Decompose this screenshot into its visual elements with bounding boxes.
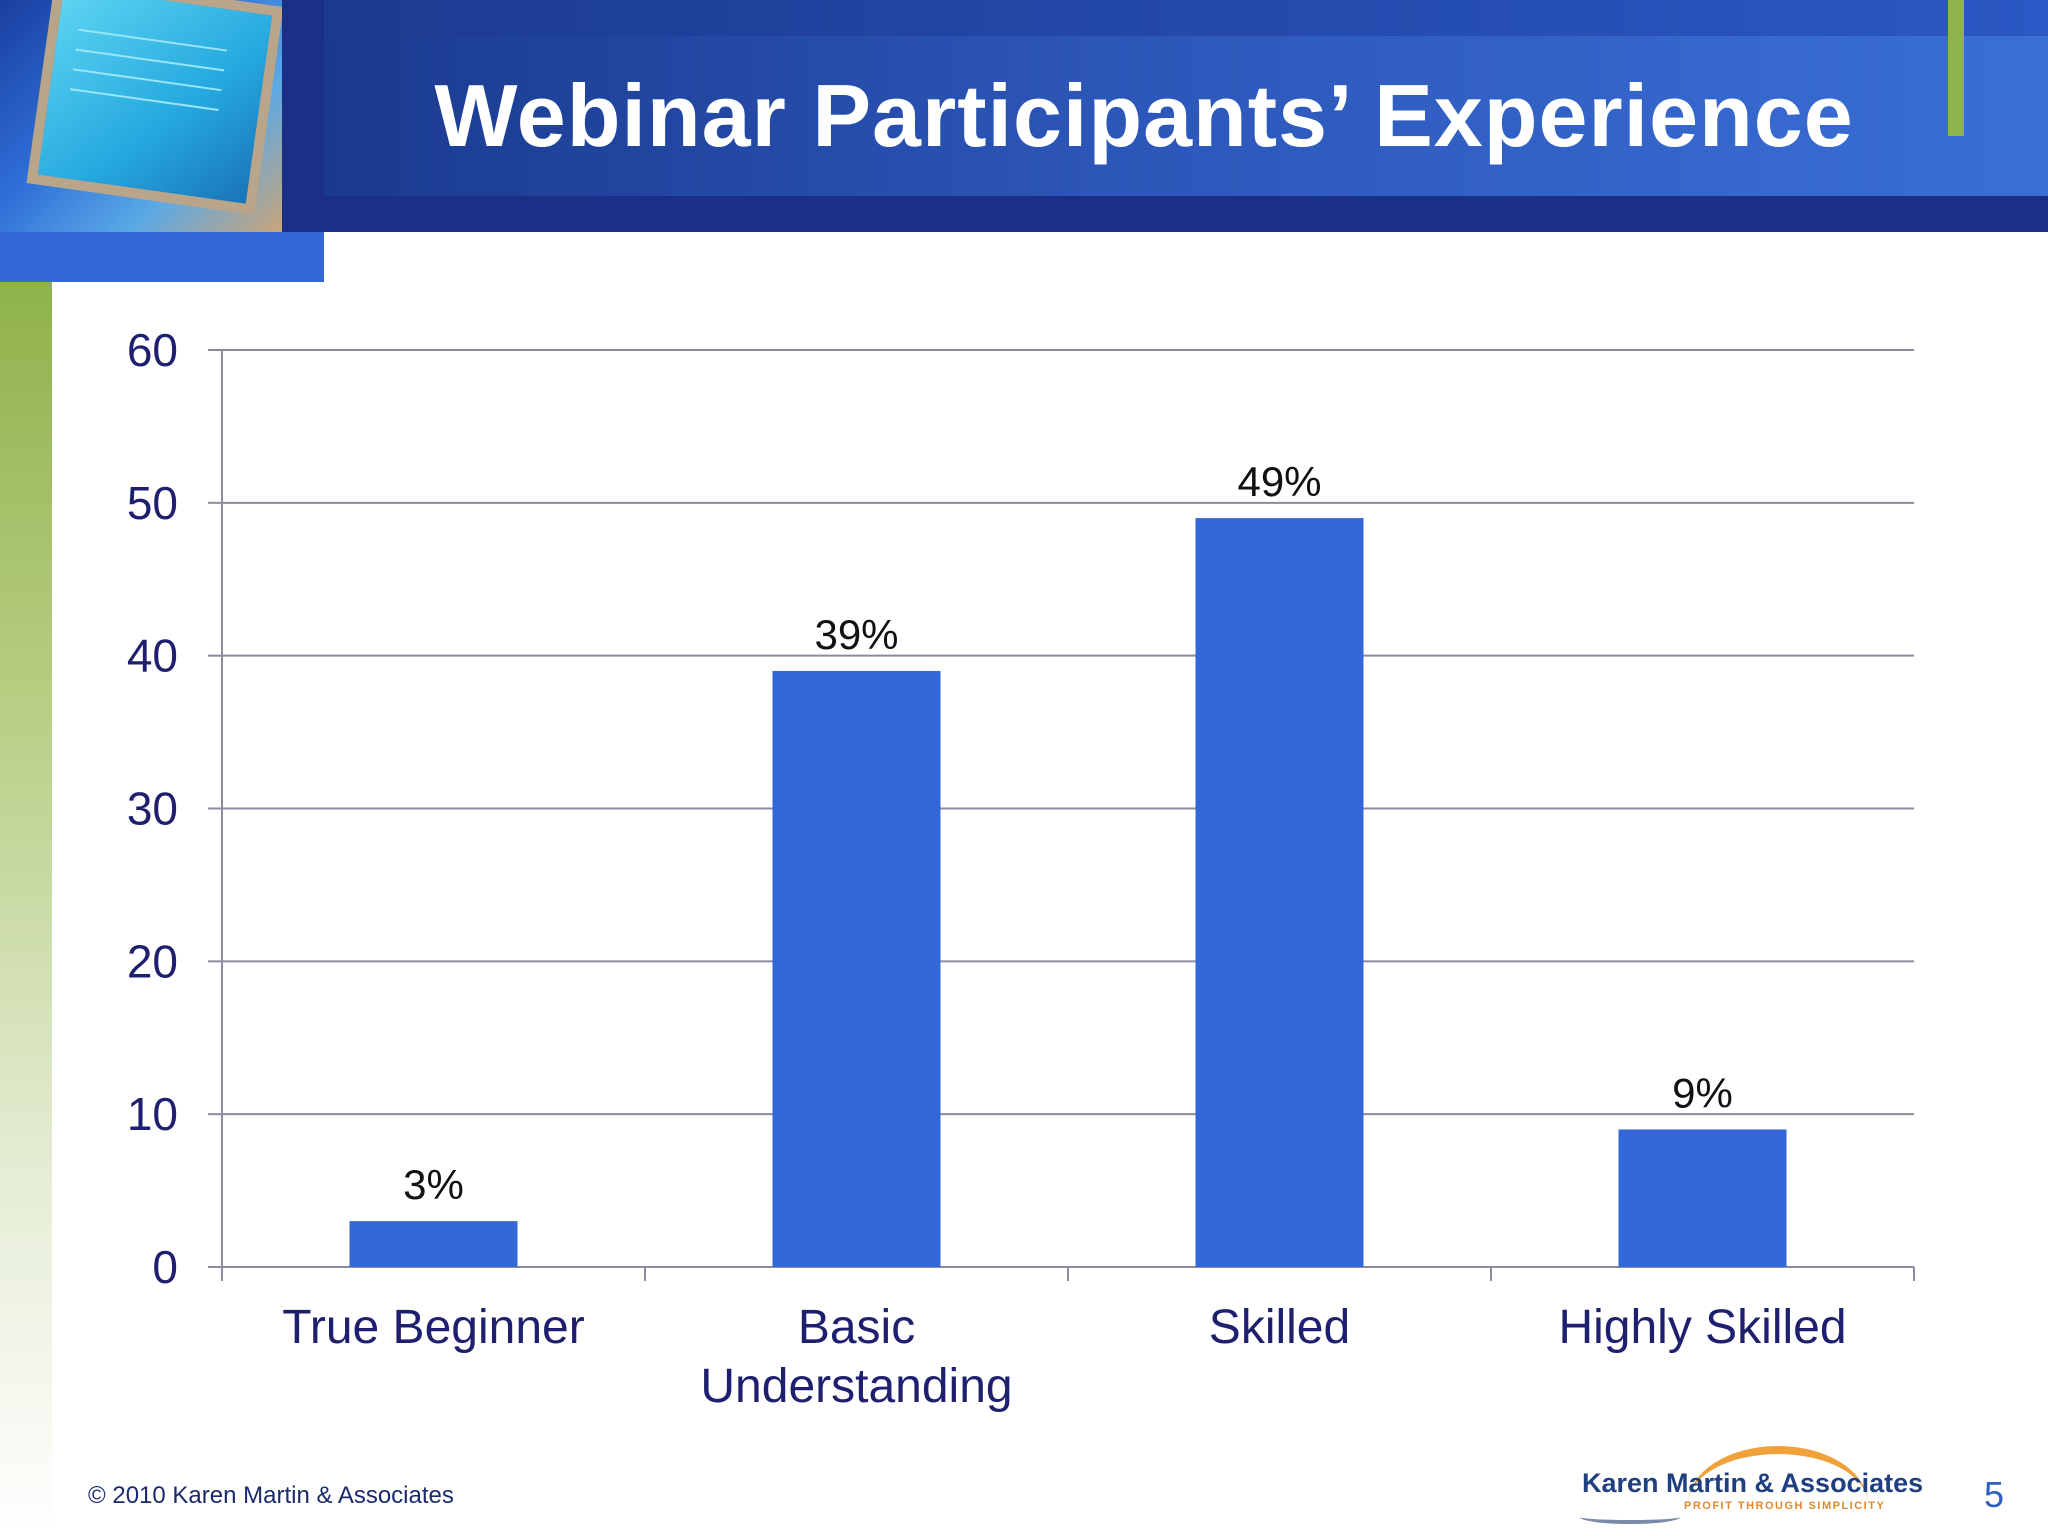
data-label: 39% — [814, 611, 898, 658]
y-tick-label: 40 — [127, 630, 178, 682]
logo-arc-icon — [1688, 1446, 1868, 1504]
data-label: 3% — [403, 1161, 464, 1208]
y-tick-label: 50 — [127, 477, 178, 529]
category-label: True Beginner — [282, 1301, 584, 1354]
y-tick-label: 30 — [127, 783, 178, 835]
bar — [349, 1221, 518, 1267]
y-tick-label: 20 — [127, 935, 178, 987]
category-label: Understanding — [700, 1360, 1012, 1413]
green-accent-tick — [1948, 0, 1964, 136]
left-accent-bar — [0, 280, 52, 1536]
data-label: 9% — [1672, 1069, 1733, 1116]
header-bottom-stripe — [324, 196, 2048, 232]
y-tick-label: 0 — [152, 1241, 178, 1293]
category-label: Highly Skilled — [1558, 1301, 1846, 1354]
title-band — [324, 36, 2048, 196]
bar — [772, 670, 941, 1267]
category-label: Skilled — [1209, 1301, 1350, 1354]
category-label: Basic — [798, 1301, 915, 1354]
logo-tagline: PROFIT THROUGH SIMPLICITY — [1684, 1500, 1886, 1512]
blue-tab-decoration — [0, 232, 324, 282]
copyright-footer: © 2010 Karen Martin & Associates — [88, 1482, 454, 1509]
slide-title: Webinar Participants’ Experience — [434, 66, 1854, 165]
computer-monitor-image — [0, 0, 282, 232]
y-tick-label: 60 — [127, 324, 178, 376]
bar — [1195, 518, 1364, 1267]
page-number: 5 — [1984, 1474, 2005, 1515]
bar — [1618, 1129, 1787, 1267]
logo-swoosh-icon — [1580, 1510, 1680, 1524]
data-label: 49% — [1237, 458, 1321, 505]
header-top-stripe — [324, 0, 2048, 36]
logo-name: Karen Martin & Associates — [1582, 1468, 1924, 1498]
company-logo: Karen Martin & Associates PROFIT THROUGH… — [1578, 1440, 1923, 1524]
y-tick-label: 10 — [127, 1088, 178, 1140]
